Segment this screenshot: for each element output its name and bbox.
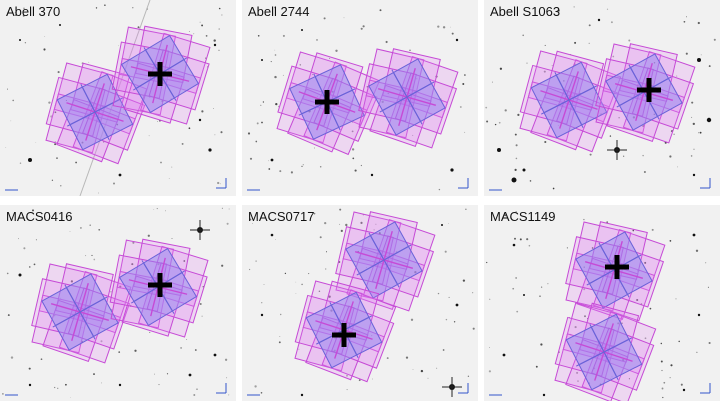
star — [497, 148, 501, 152]
panel-title: MACS0416 — [6, 209, 73, 224]
footprint-cluster — [554, 302, 657, 401]
star — [59, 24, 61, 26]
panel-title: MACS1149 — [490, 209, 556, 224]
compass-arrows-icon — [458, 178, 469, 189]
star — [697, 58, 701, 62]
star — [213, 353, 217, 357]
footprint-cluster — [358, 48, 459, 149]
star — [270, 158, 274, 162]
footprint-cluster — [276, 51, 381, 156]
star — [370, 173, 374, 177]
footprint-cluster — [31, 263, 132, 364]
panel-macs0717: MACS0717 — [242, 205, 478, 401]
panel-title: Abell 2744 — [248, 4, 310, 19]
star — [450, 168, 454, 172]
star — [198, 118, 202, 122]
black-cross-marker-icon — [315, 90, 339, 114]
sky-image — [242, 0, 478, 196]
black-cross-marker-icon — [332, 323, 356, 347]
star — [261, 59, 263, 61]
star — [118, 173, 122, 177]
footprint-cluster — [45, 62, 148, 165]
star — [697, 313, 701, 317]
star — [542, 393, 546, 397]
star — [188, 373, 192, 377]
footprint-cluster — [595, 43, 696, 144]
star — [260, 313, 264, 317]
black-cross-marker-icon — [637, 78, 661, 102]
star — [692, 233, 696, 237]
star — [28, 158, 32, 162]
star — [28, 383, 32, 387]
star — [682, 388, 686, 392]
star — [512, 243, 516, 247]
star — [597, 18, 601, 22]
star — [118, 383, 122, 387]
star — [18, 273, 22, 277]
footprint-cluster — [109, 238, 209, 338]
panel-title: Abell S1063 — [490, 4, 561, 19]
compass-arrows-icon — [700, 178, 711, 189]
panel-macs0416: MACS0416 — [0, 205, 236, 401]
black-cross-marker-icon — [148, 273, 172, 297]
star — [692, 173, 696, 177]
sky-image — [484, 205, 720, 401]
sky-image — [0, 205, 236, 401]
compass-arrows-icon — [216, 383, 227, 394]
compass-arrows-icon — [458, 383, 469, 394]
star — [301, 29, 303, 31]
star — [213, 43, 217, 47]
star — [441, 224, 443, 226]
star — [300, 393, 304, 397]
compass-arrows-icon — [216, 178, 227, 189]
footprint-cluster — [519, 50, 622, 153]
sky-image — [484, 0, 720, 196]
panel-abell-370: Abell 370 — [0, 0, 236, 196]
star — [455, 38, 459, 42]
star — [511, 177, 517, 183]
star — [270, 233, 274, 237]
panel-abell-2744: Abell 2744 — [242, 0, 478, 196]
footprint-cluster — [111, 25, 211, 125]
star — [208, 148, 212, 152]
star — [455, 303, 459, 307]
star — [502, 353, 506, 357]
star — [706, 117, 712, 123]
panel-title: MACS0717 — [248, 209, 315, 224]
panel-title: Abell 370 — [6, 4, 61, 19]
sky-image — [242, 205, 478, 401]
compass-arrows-icon — [700, 383, 711, 394]
sky-image — [0, 0, 236, 196]
black-cross-marker-icon — [148, 62, 172, 86]
star — [19, 39, 21, 41]
black-cross-marker-icon — [605, 255, 629, 279]
panel-abell-s1063: Abell S1063 — [484, 0, 720, 196]
star — [523, 294, 525, 296]
star — [522, 168, 526, 172]
panel-macs1149: MACS1149 — [484, 205, 720, 401]
